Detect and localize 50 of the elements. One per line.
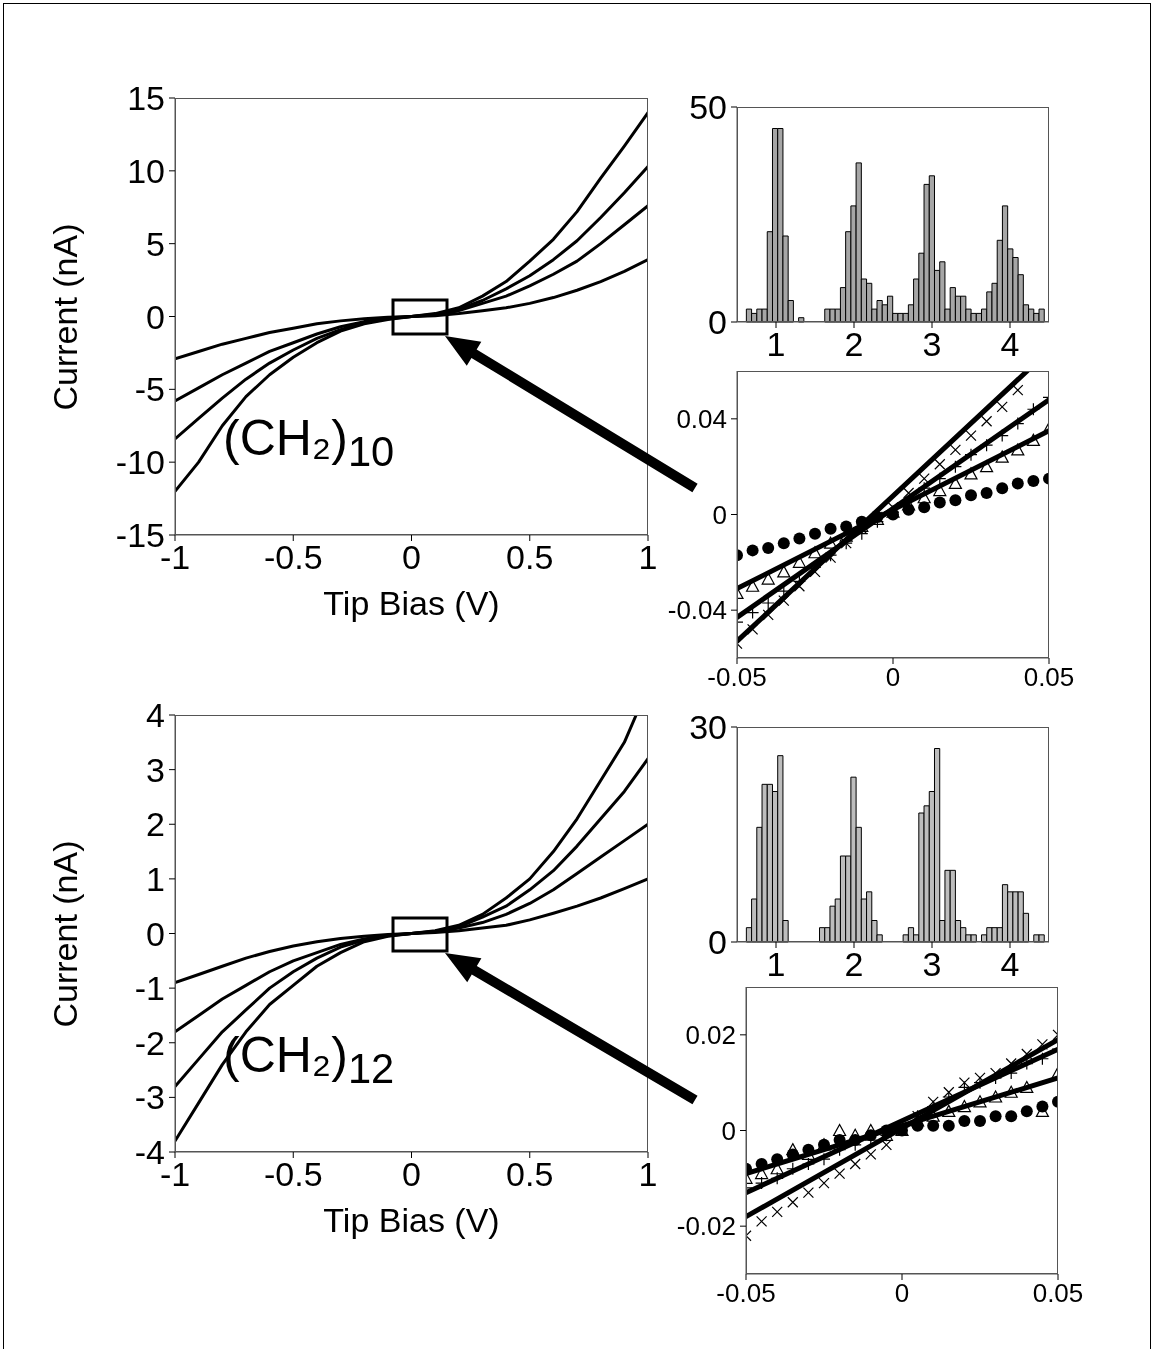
x-tick-label: 3 bbox=[922, 325, 942, 364]
x-tick-label: 0 bbox=[402, 1155, 421, 1194]
annotation: (CH₂)$_{12}$ bbox=[223, 1026, 395, 1092]
y-axis-title: Current (nA) bbox=[46, 839, 85, 1028]
x-tick-label: 0.5 bbox=[506, 1155, 554, 1194]
y-tick-label: 30 bbox=[689, 708, 727, 747]
x-tick-label: 0.05 bbox=[1032, 1278, 1084, 1309]
y-tick-label: 15 bbox=[127, 79, 165, 118]
y-tick-label: -2 bbox=[134, 1023, 165, 1062]
y-tick-label: 0.04 bbox=[676, 404, 727, 435]
y-tick-label: 5 bbox=[146, 224, 165, 263]
y-tick-label: -0.02 bbox=[676, 1211, 736, 1242]
y-tick-label: 2 bbox=[146, 805, 165, 844]
y-tick-label: 50 bbox=[689, 88, 727, 127]
y-tick-label: 10 bbox=[127, 151, 165, 190]
x-tick-label: 0 bbox=[894, 1278, 910, 1309]
y-tick-label: -3 bbox=[134, 1078, 165, 1117]
x-tick-label: -0.05 bbox=[707, 662, 767, 693]
y-tick-label: 1 bbox=[146, 859, 165, 898]
x-tick-label: -0.5 bbox=[263, 538, 323, 577]
x-tick-label: 0.05 bbox=[1023, 662, 1075, 693]
y-tick-label: 3 bbox=[146, 750, 165, 789]
x-axis-title: Tip Bias (V) bbox=[322, 1201, 501, 1240]
x-tick-label: 1 bbox=[766, 325, 786, 364]
x-tick-label: 0 bbox=[885, 662, 901, 693]
x-tick-label: 1 bbox=[638, 1155, 658, 1194]
x-tick-label: -0.05 bbox=[716, 1278, 776, 1309]
y-tick-label: 0 bbox=[146, 914, 165, 953]
x-tick-label: 4 bbox=[1000, 945, 1020, 984]
x-tick-label: 2 bbox=[844, 325, 864, 364]
x-tick-label: 3 bbox=[922, 945, 942, 984]
y-tick-label: 4 bbox=[146, 696, 165, 735]
y-tick-label: -10 bbox=[115, 443, 165, 482]
y-tick-label: -1 bbox=[134, 969, 165, 1008]
x-axis-title: Tip Bias (V) bbox=[322, 584, 501, 623]
x-tick-label: 2 bbox=[844, 945, 864, 984]
x-tick-label: 1 bbox=[638, 538, 658, 577]
y-tick-label: -5 bbox=[134, 370, 165, 409]
x-tick-label: 0 bbox=[402, 538, 421, 577]
y-tick-label: 0 bbox=[712, 499, 727, 530]
y-axis-title: Current (nA) bbox=[46, 222, 85, 411]
y-tick-label: 0 bbox=[721, 1115, 736, 1146]
y-tick-label: 0 bbox=[146, 297, 165, 336]
x-tick-label: 4 bbox=[1000, 325, 1020, 364]
x-tick-label: 0.5 bbox=[506, 538, 554, 577]
y-tick-label: -0.04 bbox=[667, 595, 727, 626]
x-tick-label: 1 bbox=[766, 945, 786, 984]
annotation: (CH₂)$_{10}$ bbox=[223, 409, 395, 475]
y-tick-label: 0.02 bbox=[685, 1020, 736, 1051]
x-tick-label: -0.5 bbox=[263, 1155, 323, 1194]
